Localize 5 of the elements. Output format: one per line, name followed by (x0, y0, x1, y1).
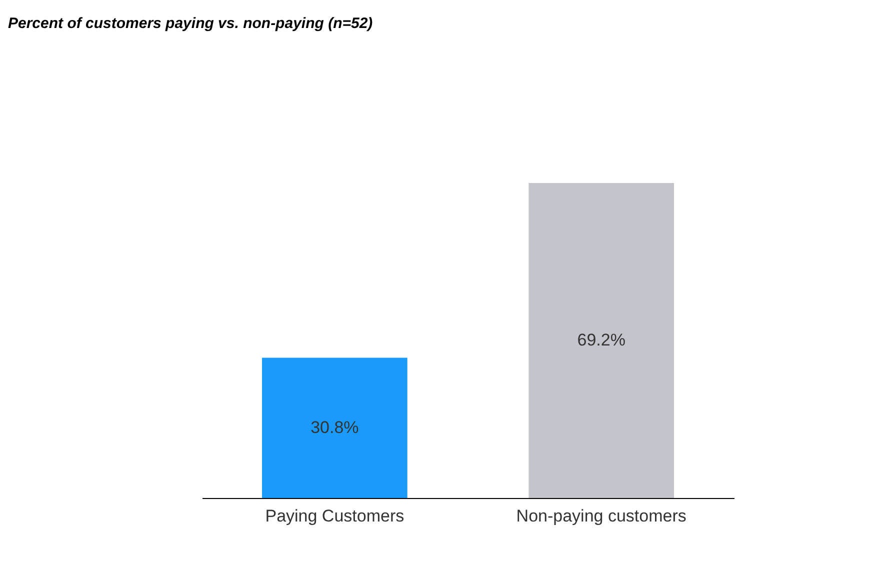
data-label: 69.2% (577, 330, 626, 350)
x-tick-label: Non-paying customers (516, 506, 686, 526)
chart-title: Percent of customers paying vs. non-paying (n=52) (8, 15, 373, 32)
data-label: 30.8% (310, 418, 359, 437)
x-tick-label: Paying Customers (265, 506, 404, 526)
